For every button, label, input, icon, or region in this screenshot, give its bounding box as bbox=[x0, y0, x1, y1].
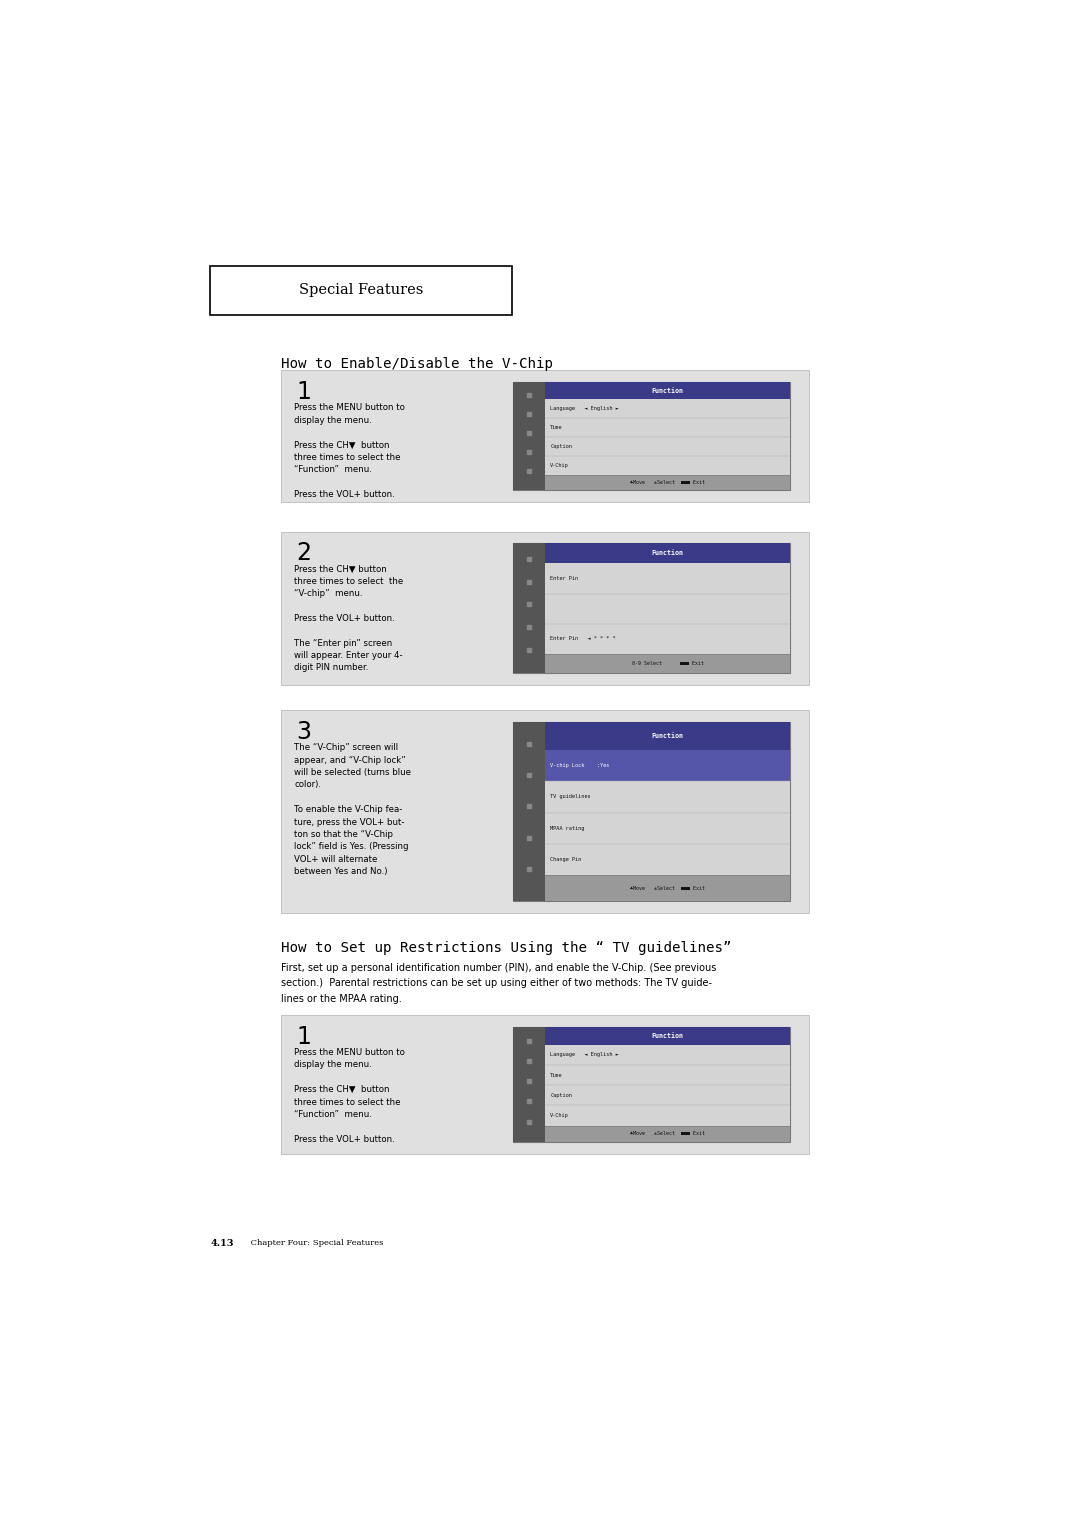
Text: Press the VOL+ button.: Press the VOL+ button. bbox=[294, 614, 395, 623]
Bar bbox=[545, 544, 789, 564]
Text: ture, press the VOL+ but-: ture, press the VOL+ but- bbox=[294, 817, 405, 827]
Bar bbox=[545, 876, 789, 902]
Text: ton so that the “V-Chip: ton so that the “V-Chip bbox=[294, 830, 393, 839]
Bar bbox=[282, 711, 809, 912]
Bar bbox=[545, 750, 789, 876]
Bar bbox=[513, 1027, 789, 1143]
Text: Press the CH▼  button: Press the CH▼ button bbox=[294, 1085, 390, 1094]
Text: will appear. Enter your 4-: will appear. Enter your 4- bbox=[294, 651, 403, 660]
Text: V-Chip: V-Chip bbox=[551, 1112, 569, 1118]
Bar bbox=[282, 1015, 809, 1154]
Text: ♣Move   ±Select  ■■■ Exit: ♣Move ±Select ■■■ Exit bbox=[630, 886, 705, 891]
Text: lines or the MPAA rating.: lines or the MPAA rating. bbox=[282, 993, 402, 1004]
Bar bbox=[513, 544, 545, 672]
FancyBboxPatch shape bbox=[211, 266, 512, 315]
Bar bbox=[545, 382, 789, 399]
Text: Enter Pin: Enter Pin bbox=[551, 576, 579, 581]
Text: 1: 1 bbox=[297, 380, 311, 403]
Bar bbox=[545, 654, 789, 672]
Text: Press the MENU button to: Press the MENU button to bbox=[294, 1048, 405, 1057]
Text: three times to select  the: three times to select the bbox=[294, 578, 403, 585]
Bar bbox=[513, 1027, 545, 1143]
Text: V-chip Lock    :Yes: V-chip Lock :Yes bbox=[551, 762, 610, 769]
Text: MPAA rating: MPAA rating bbox=[551, 825, 584, 831]
Text: Language   ◄ English ►: Language ◄ English ► bbox=[551, 1053, 619, 1057]
Bar bbox=[513, 723, 789, 902]
Text: lock” field is Yes. (Pressing: lock” field is Yes. (Pressing bbox=[294, 842, 408, 851]
Text: digit PIN number.: digit PIN number. bbox=[294, 663, 368, 672]
Text: display the menu.: display the menu. bbox=[294, 1060, 372, 1070]
Text: To enable the V-Chip fea-: To enable the V-Chip fea- bbox=[294, 805, 403, 814]
Text: First, set up a personal identification number (PIN), and enable the V-Chip. (Se: First, set up a personal identification … bbox=[282, 964, 717, 973]
Text: 1: 1 bbox=[297, 1025, 311, 1048]
Text: 4.13: 4.13 bbox=[211, 1239, 234, 1248]
Text: The “V-Chip” screen will: The “V-Chip” screen will bbox=[294, 744, 399, 752]
Bar bbox=[545, 564, 789, 654]
Bar bbox=[545, 1045, 789, 1126]
Text: Press the CH▼ button: Press the CH▼ button bbox=[294, 564, 387, 573]
Bar bbox=[513, 382, 789, 490]
Text: “V-chip”  menu.: “V-chip” menu. bbox=[294, 590, 363, 599]
Text: ♣Move   ±Select  ■■■ Exit: ♣Move ±Select ■■■ Exit bbox=[630, 480, 705, 484]
Text: Function: Function bbox=[651, 550, 684, 556]
Text: display the menu.: display the menu. bbox=[294, 416, 372, 425]
Text: Press the MENU button to: Press the MENU button to bbox=[294, 403, 405, 413]
Text: three times to select the: three times to select the bbox=[294, 1097, 401, 1106]
Text: ♣Move   ±Select  ■■■ Exit: ♣Move ±Select ■■■ Exit bbox=[630, 1131, 705, 1137]
Bar bbox=[545, 475, 789, 490]
Text: Caption: Caption bbox=[551, 443, 572, 449]
Text: VOL+ will alternate: VOL+ will alternate bbox=[294, 854, 377, 863]
Bar bbox=[545, 1027, 789, 1045]
Bar bbox=[545, 399, 789, 475]
Text: Time: Time bbox=[551, 425, 563, 429]
Text: Function: Function bbox=[651, 388, 684, 394]
Text: Press the VOL+ button.: Press the VOL+ button. bbox=[294, 490, 395, 498]
Text: Language   ◄ English ►: Language ◄ English ► bbox=[551, 406, 619, 411]
Text: color).: color). bbox=[294, 781, 321, 790]
Text: will be selected (turns blue: will be selected (turns blue bbox=[294, 769, 411, 778]
Text: Chapter Four: Special Features: Chapter Four: Special Features bbox=[248, 1239, 383, 1247]
Text: V-Chip: V-Chip bbox=[551, 463, 569, 468]
Bar bbox=[545, 1126, 789, 1143]
Bar bbox=[513, 382, 545, 490]
Text: Time: Time bbox=[551, 1073, 563, 1077]
Bar bbox=[513, 544, 789, 672]
Text: Press the CH▼  button: Press the CH▼ button bbox=[294, 440, 390, 449]
Text: Enter Pin   ◄ * * * *: Enter Pin ◄ * * * * bbox=[551, 637, 616, 642]
Text: How to Set up Restrictions Using the “ TV guidelines”: How to Set up Restrictions Using the “ T… bbox=[282, 941, 732, 955]
Text: section.)  Parental restrictions can be set up using either of two methods: The : section.) Parental restrictions can be s… bbox=[282, 978, 713, 989]
Text: between Yes and No.): between Yes and No.) bbox=[294, 866, 388, 876]
Bar bbox=[545, 723, 789, 750]
Text: How to Enable/Disable the V-Chip: How to Enable/Disable the V-Chip bbox=[282, 358, 553, 371]
Text: Press the VOL+ button.: Press the VOL+ button. bbox=[294, 1135, 395, 1143]
Text: TV guidelines: TV guidelines bbox=[551, 795, 591, 799]
Text: three times to select the: three times to select the bbox=[294, 452, 401, 461]
Bar bbox=[282, 532, 809, 685]
Bar bbox=[282, 370, 809, 503]
Text: 3: 3 bbox=[297, 720, 311, 744]
Text: “Function”  menu.: “Function” menu. bbox=[294, 465, 372, 474]
Text: Function: Function bbox=[651, 733, 684, 740]
Text: The “Enter pin” screen: The “Enter pin” screen bbox=[294, 639, 392, 648]
Bar bbox=[545, 750, 789, 781]
Bar bbox=[513, 723, 545, 902]
Text: appear, and “V-Chip lock”: appear, and “V-Chip lock” bbox=[294, 756, 406, 764]
Text: “Function”  menu.: “Function” menu. bbox=[294, 1109, 372, 1118]
Text: Special Features: Special Features bbox=[299, 283, 423, 298]
Text: 2: 2 bbox=[297, 541, 311, 565]
Text: Function: Function bbox=[651, 1033, 684, 1039]
Text: 0-9 Select      ■■■ Exit: 0-9 Select ■■■ Exit bbox=[632, 662, 703, 666]
Text: Caption: Caption bbox=[551, 1093, 572, 1097]
Text: Change Pin: Change Pin bbox=[551, 857, 581, 862]
